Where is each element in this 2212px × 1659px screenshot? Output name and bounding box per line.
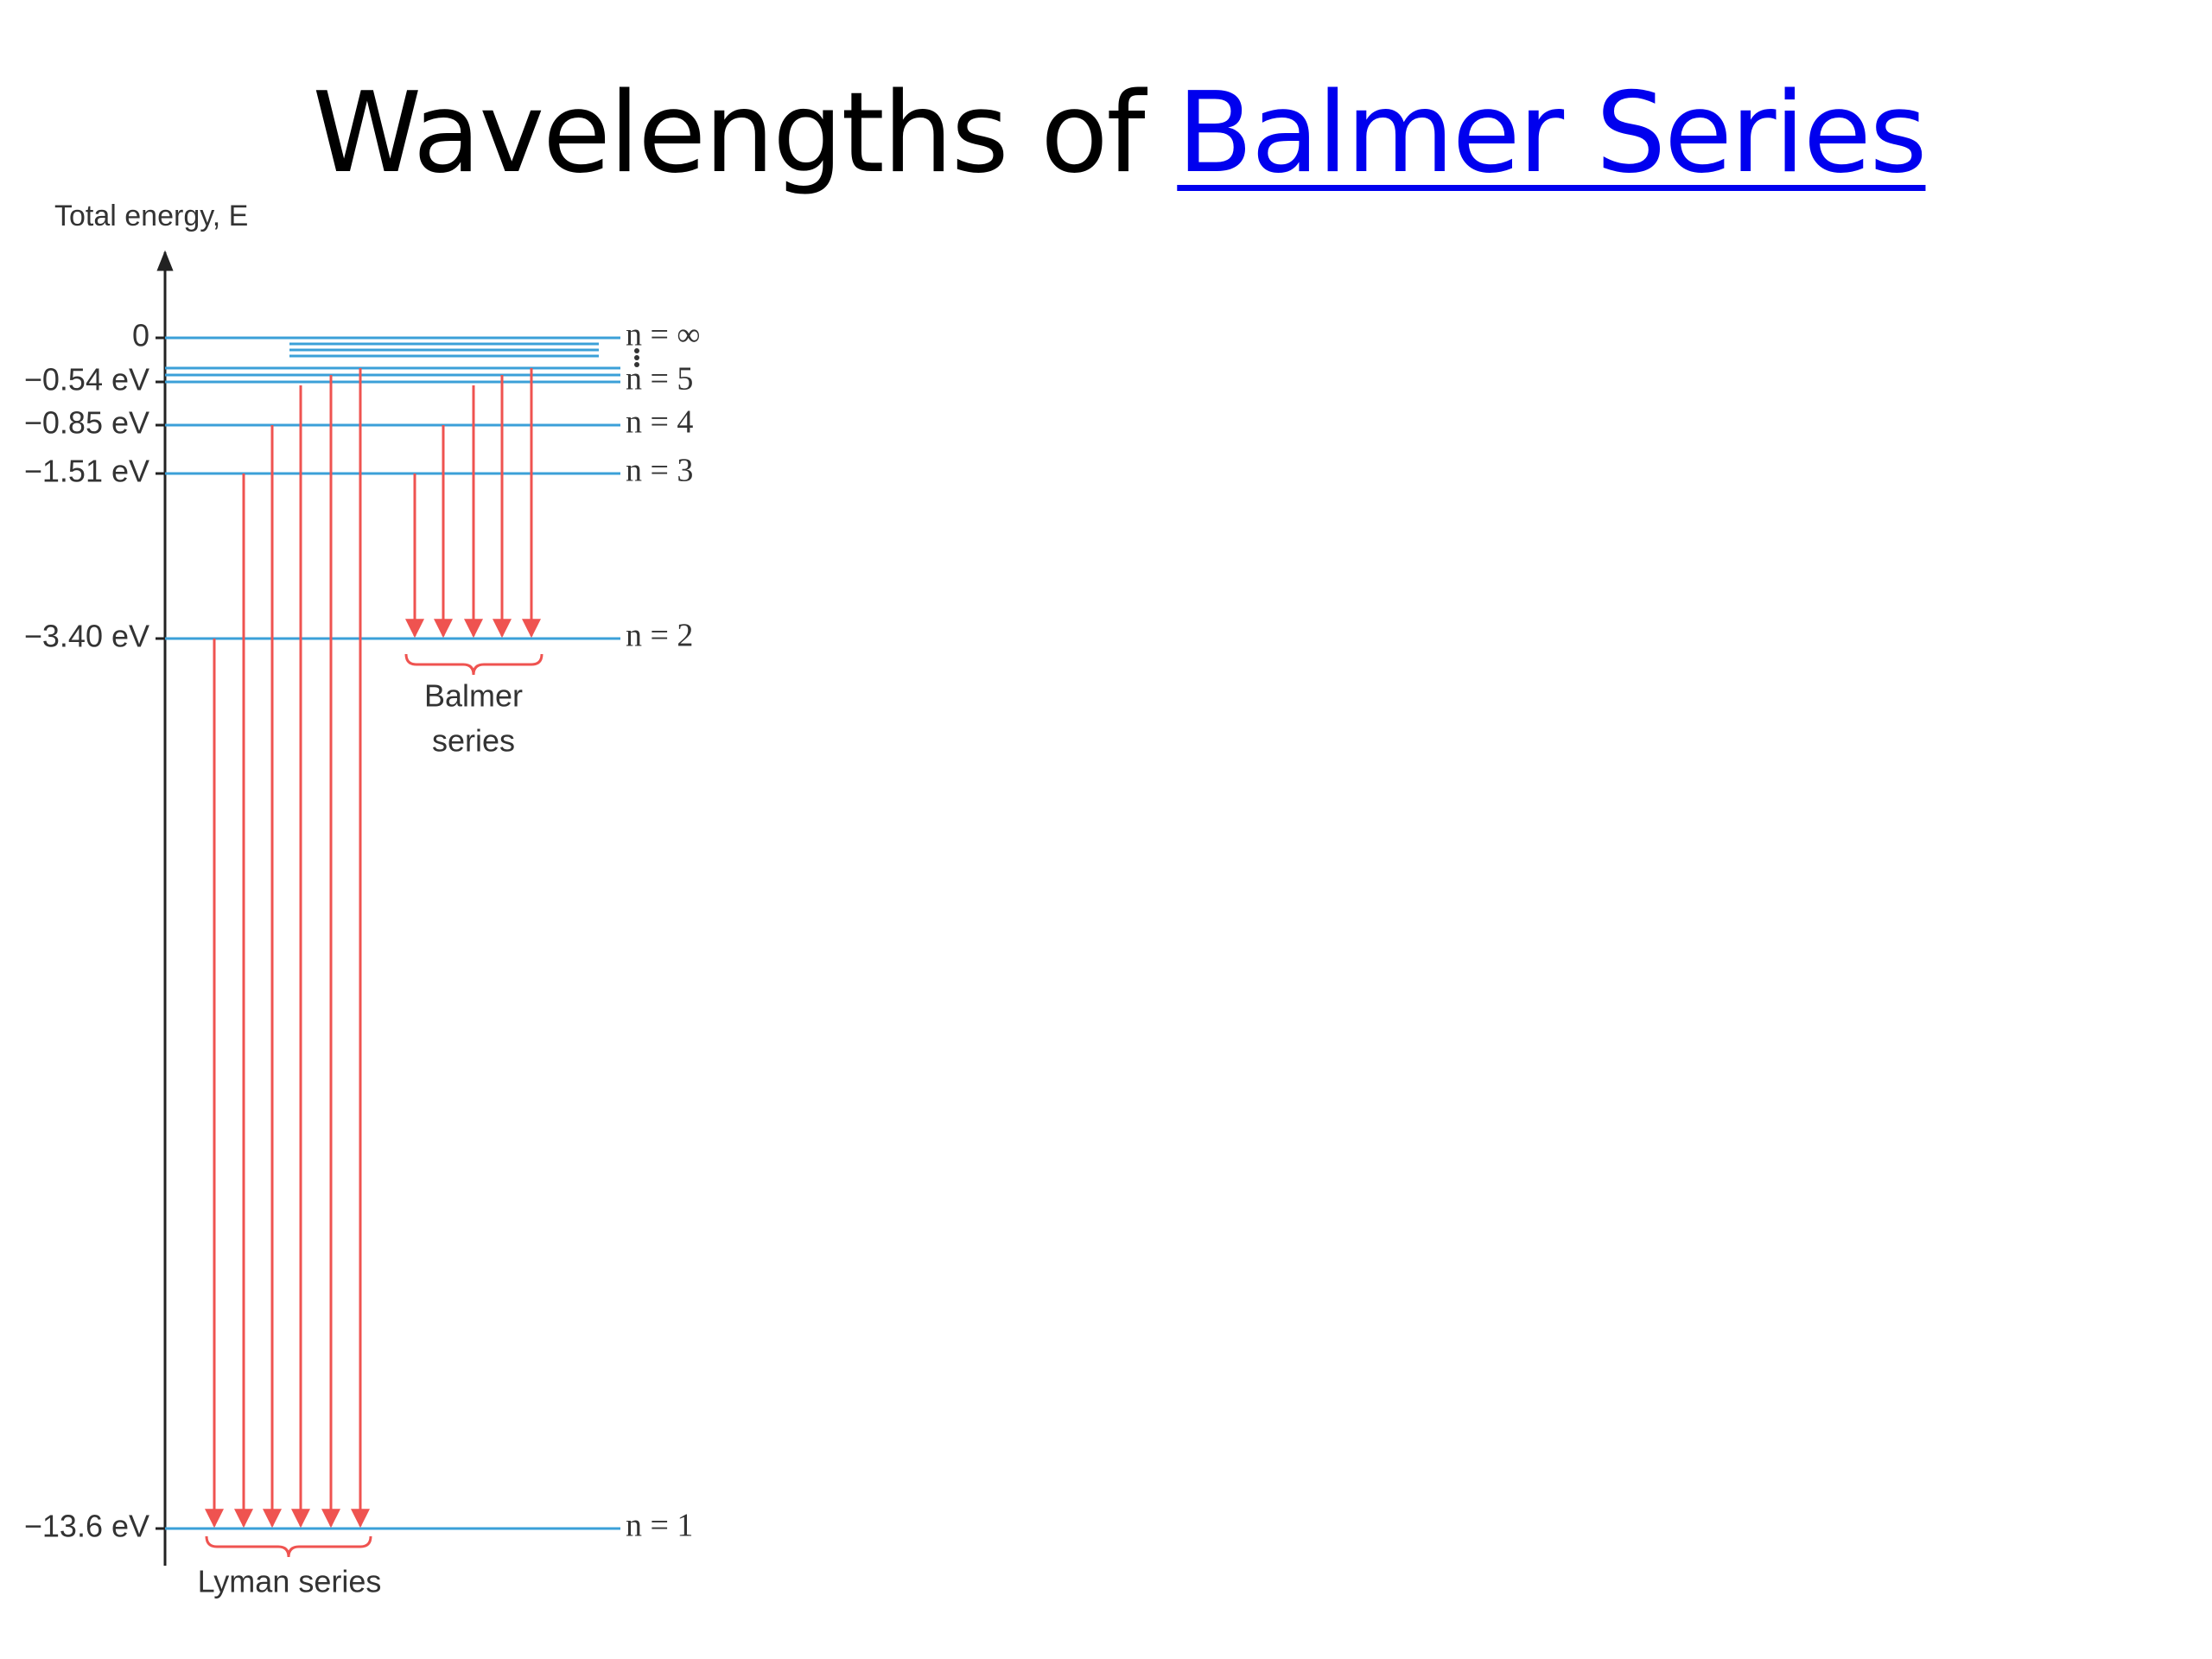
ellipsis-dots <box>634 348 639 367</box>
lyman-brace <box>205 1535 372 1558</box>
n-label: n = 1 <box>626 1508 693 1544</box>
energy-label: −3.40 eV <box>24 619 149 654</box>
title-link[interactable]: Balmer Series <box>1177 69 1927 198</box>
balmer-label: Balmer <box>424 678 523 714</box>
balmer-brace <box>404 653 543 676</box>
title-text: Wavelengths of <box>312 69 1146 198</box>
n-label: n = 3 <box>626 453 693 489</box>
n-label: n = 4 <box>626 404 693 441</box>
slide-title: Wavelengths of Balmer Series <box>0 69 2212 198</box>
n-label: n = ∞ <box>626 317 701 353</box>
lyman-label: Lyman series <box>198 1564 382 1599</box>
axis-label: Total energy, E <box>54 200 248 232</box>
n-label: n = 5 <box>626 361 693 397</box>
high-levels <box>165 342 620 377</box>
energy-label: −1.51 eV <box>24 454 149 489</box>
n-label: n = 2 <box>626 618 693 654</box>
balmer-label: series <box>432 723 515 759</box>
energy-label: −0.54 eV <box>24 362 149 397</box>
energy-label: 0 <box>132 318 149 353</box>
energy-label: −13.6 eV <box>24 1509 149 1544</box>
energy-label: −0.85 eV <box>24 405 149 441</box>
